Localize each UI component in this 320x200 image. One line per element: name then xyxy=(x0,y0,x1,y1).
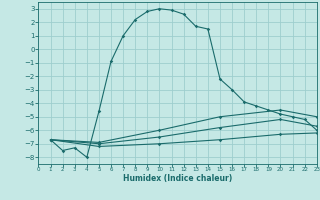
X-axis label: Humidex (Indice chaleur): Humidex (Indice chaleur) xyxy=(123,174,232,183)
